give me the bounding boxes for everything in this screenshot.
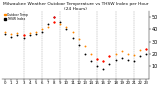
Point <box>120 57 123 58</box>
Point <box>59 24 62 25</box>
Point <box>28 32 31 34</box>
Point <box>127 59 129 61</box>
Point <box>145 48 148 50</box>
Point <box>16 32 19 34</box>
Point <box>65 26 68 27</box>
Point <box>96 58 98 60</box>
Point <box>22 35 25 36</box>
Point <box>10 36 13 37</box>
Point <box>53 16 56 18</box>
Point <box>53 16 56 18</box>
Point <box>22 35 25 36</box>
Point <box>35 33 37 35</box>
Point <box>10 33 13 35</box>
Point <box>53 21 56 22</box>
Point <box>108 56 111 57</box>
Point <box>102 68 105 69</box>
Point <box>145 48 148 50</box>
Legend: Outdoor Temp, THSW Index: Outdoor Temp, THSW Index <box>4 12 28 21</box>
Point <box>139 50 141 51</box>
Point <box>102 61 105 62</box>
Point <box>35 31 37 32</box>
Point <box>16 35 19 36</box>
Point <box>65 29 68 30</box>
Point <box>28 35 31 36</box>
Point <box>77 38 80 40</box>
Point <box>139 56 141 57</box>
Point <box>77 45 80 46</box>
Point <box>133 54 135 56</box>
Point <box>96 66 98 67</box>
Point <box>22 37 25 39</box>
Point <box>108 63 111 64</box>
Point <box>133 61 135 62</box>
Point <box>90 53 92 55</box>
Point <box>102 61 105 62</box>
Point <box>96 58 98 60</box>
Point <box>90 61 92 62</box>
Point <box>41 31 43 32</box>
Point <box>127 53 129 55</box>
Point <box>47 26 49 27</box>
Point <box>114 59 117 61</box>
Point <box>84 53 86 55</box>
Point <box>108 56 111 57</box>
Point <box>145 53 148 55</box>
Title: Milwaukee Weather Outdoor Temperature vs THSW Index per Hour (24 Hours): Milwaukee Weather Outdoor Temperature vs… <box>3 2 148 11</box>
Point <box>120 51 123 52</box>
Point <box>4 31 6 32</box>
Point <box>41 29 43 30</box>
Point <box>59 21 62 22</box>
Point <box>84 46 86 47</box>
Point <box>53 21 56 22</box>
Point <box>71 37 74 39</box>
Point <box>114 53 117 55</box>
Point <box>47 24 49 25</box>
Point <box>71 31 74 32</box>
Point <box>4 33 6 35</box>
